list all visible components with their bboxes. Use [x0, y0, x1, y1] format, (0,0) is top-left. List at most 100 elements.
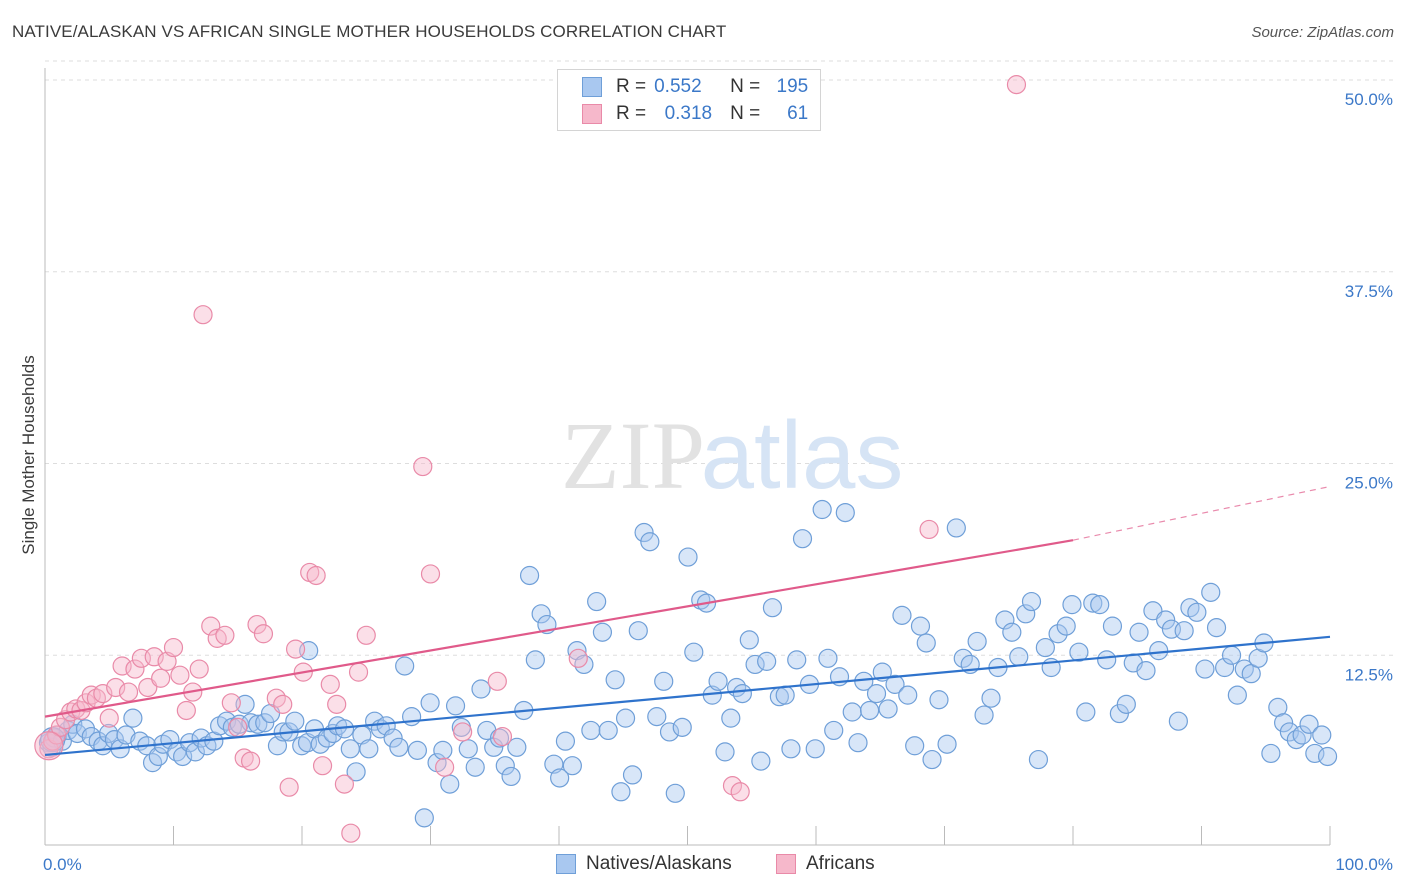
data-point-africans — [201, 616, 221, 636]
data-point-natives — [929, 690, 949, 710]
data-point-natives — [1227, 685, 1247, 705]
data-point-natives — [892, 605, 912, 625]
data-point-africans — [722, 776, 743, 796]
legend-row-natives: R = 0.552 N = 195 — [582, 76, 808, 98]
data-point-natives — [792, 529, 813, 549]
chart-title: NATIVE/ALASKAN VS AFRICAN SINGLE MOTHER … — [12, 22, 727, 41]
data-point-natives — [805, 739, 825, 759]
data-point-natives — [916, 633, 936, 653]
data-point-natives — [1261, 743, 1281, 764]
data-point-natives — [732, 683, 752, 704]
data-point-natives — [812, 499, 832, 520]
data-point-natives — [1136, 660, 1156, 681]
data-point-natives — [605, 670, 625, 690]
y-tick-label: 12.5% — [1345, 665, 1393, 684]
data-point-natives — [592, 622, 613, 642]
data-point-natives — [647, 707, 667, 727]
axes — [44, 68, 1331, 846]
legend-n-value: 195 — [776, 76, 809, 97]
trend-lines — [44, 485, 1331, 757]
data-point-natives — [389, 737, 409, 757]
data-point-natives — [248, 714, 268, 734]
data-point-africans — [568, 648, 588, 668]
watermark-atlas: atlas — [701, 402, 904, 509]
data-point-natives — [1016, 604, 1036, 624]
data-point-natives — [1274, 713, 1294, 733]
series-natives-points — [38, 499, 1338, 828]
data-point-natives — [848, 733, 868, 753]
data-point-africans — [435, 757, 455, 777]
watermark-zip: ZIP — [561, 402, 705, 509]
bottom-legend-label-africans: Africans — [806, 853, 875, 874]
data-point-natives — [148, 746, 168, 767]
data-point-natives — [581, 720, 601, 741]
data-point-natives — [420, 693, 440, 713]
data-point-natives — [905, 736, 925, 756]
data-point-africans — [420, 564, 441, 584]
legend-r-value: 0.552 — [654, 76, 702, 97]
data-point-africans — [730, 782, 750, 802]
data-point-natives — [285, 711, 305, 731]
trend-line-natives — [44, 635, 1331, 757]
data-point-natives — [672, 717, 692, 737]
data-point-natives — [1279, 722, 1299, 742]
data-point-natives — [1083, 593, 1103, 613]
data-point-natives — [123, 708, 143, 728]
data-point-africans — [170, 665, 190, 685]
data-point-natives — [665, 783, 685, 803]
data-point-natives — [1129, 622, 1149, 642]
data-point-natives — [1076, 702, 1096, 722]
data-point-natives — [835, 502, 855, 523]
data-point-natives — [967, 631, 987, 652]
data-point-natives — [1195, 659, 1215, 679]
data-point-africans — [215, 625, 235, 645]
data-point-natives — [587, 591, 607, 612]
data-point-natives — [75, 719, 96, 739]
data-point-natives — [708, 671, 728, 691]
data-point-natives — [359, 739, 379, 759]
legend-n-label: N = — [730, 76, 761, 97]
data-point-africans — [106, 677, 126, 698]
legend-n-label: N = — [730, 103, 761, 124]
data-point-natives — [598, 720, 618, 741]
data-point-natives — [1116, 694, 1136, 714]
data-point-natives — [1206, 618, 1227, 638]
data-point-natives — [878, 699, 898, 719]
data-point-natives — [395, 656, 415, 676]
data-point-africans — [241, 751, 261, 771]
data-point-africans — [125, 659, 145, 679]
data-point-africans — [163, 637, 184, 658]
x-tick-label: 0.0% — [43, 855, 82, 874]
data-point-africans — [279, 777, 299, 797]
data-point-natives — [615, 708, 636, 728]
data-point-africans — [176, 700, 196, 721]
data-point-natives — [818, 648, 838, 668]
data-point-natives — [525, 650, 545, 670]
data-point-natives — [235, 694, 255, 714]
data-point-natives — [1174, 621, 1194, 641]
data-point-natives — [611, 782, 631, 802]
data-point-natives — [191, 728, 211, 748]
data-point-natives — [531, 604, 551, 624]
data-point-natives — [1221, 645, 1242, 665]
data-point-natives — [433, 740, 453, 760]
data-point-natives — [1187, 602, 1207, 622]
data-point-natives — [859, 700, 880, 721]
data-point-natives — [775, 685, 795, 705]
data-point-natives — [445, 696, 466, 716]
data-point-natives — [1201, 582, 1221, 602]
data-point-natives — [684, 642, 704, 662]
chart-source: Source: ZipAtlas.com — [1251, 24, 1394, 41]
data-point-natives — [757, 651, 777, 671]
trend-line-africans-extension — [1072, 485, 1331, 541]
data-point-natives — [440, 774, 460, 794]
data-point-natives — [751, 751, 771, 771]
data-point-natives — [501, 766, 521, 787]
data-point-natives — [640, 532, 660, 552]
bottom-legend-swatch-africans — [776, 854, 796, 874]
data-point-africans — [228, 717, 248, 737]
data-point-africans — [356, 625, 376, 645]
data-point-natives — [995, 610, 1015, 630]
data-point-natives — [678, 547, 698, 567]
